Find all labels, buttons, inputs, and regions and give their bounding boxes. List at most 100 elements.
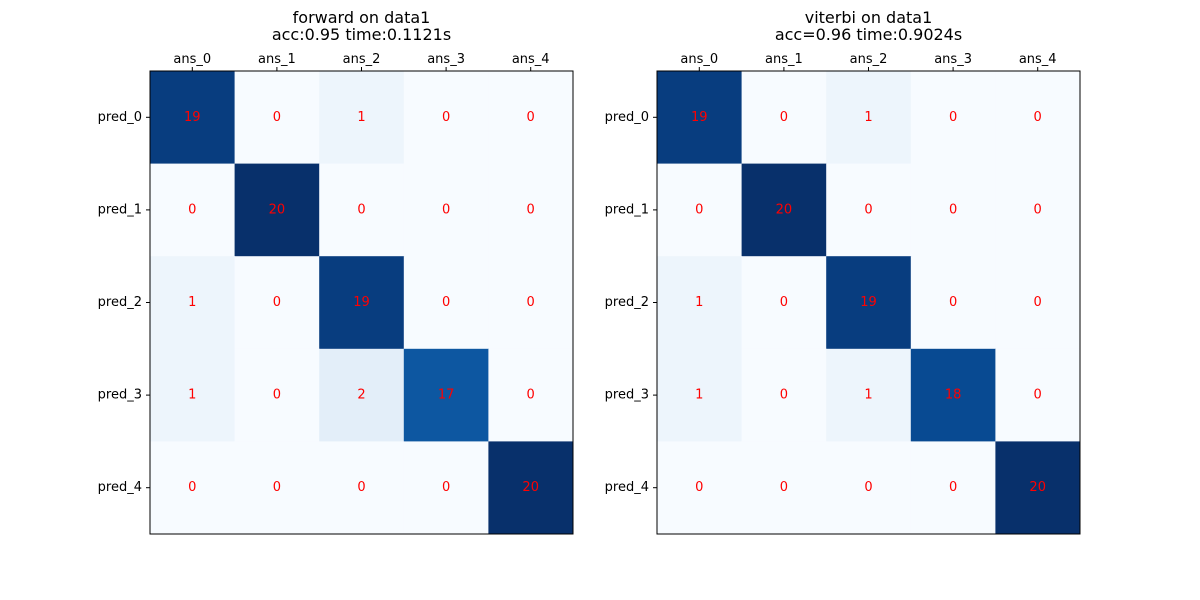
chart-title-line2: acc:0.95 time:0.1121s [272, 25, 451, 44]
cell-value-label: 0 [527, 388, 535, 403]
heatmap-cell [488, 256, 574, 350]
heatmap-cell [910, 348, 996, 442]
cell-value-label: 0 [442, 110, 450, 125]
heatmap-cell [488, 163, 574, 257]
x-axis-ticks: ans_0 ans_1 ans_2 ans_3 ans_4 [680, 52, 1057, 71]
heatmap-cell [488, 71, 574, 165]
heatmap-cell [234, 163, 320, 257]
cell-value-label: 0 [442, 202, 450, 217]
cell-value-label: 0 [695, 202, 703, 217]
cell-value-label: 0 [273, 110, 281, 125]
y-tick-label: pred_4 [605, 480, 649, 495]
cell-value-label: 0 [949, 202, 957, 217]
heatmap-cell [319, 348, 405, 442]
heatmap-cells [657, 71, 1081, 535]
cell-value-label: 0 [1034, 295, 1042, 310]
cell-value-label: 19 [860, 295, 877, 310]
heatmap-cell [826, 71, 912, 165]
heatmap-cell [657, 441, 743, 535]
heatmap-cell [150, 71, 236, 165]
heatmap-cell [403, 256, 489, 350]
heatmap-cell [741, 163, 827, 257]
heatmap-cell [319, 71, 405, 165]
cell-value-label: 19 [691, 110, 708, 125]
confusion-matrix-viterbi: viterbi on data1 acc=0.96 time:0.9024s 1… [605, 8, 1081, 535]
heatmap-cell [657, 163, 743, 257]
confusion-matrix-forward: forward on data1 acc:0.95 time:0.1121s 1… [98, 8, 574, 535]
cell-value-label: 1 [188, 388, 196, 403]
x-tick-label: ans_1 [765, 52, 803, 67]
cell-value-label: 0 [357, 480, 365, 495]
cell-value-label: 0 [273, 388, 281, 403]
cell-value-label: 19 [184, 110, 201, 125]
heatmap-cell [234, 71, 320, 165]
cell-value-label: 0 [780, 295, 788, 310]
heatmap-cell [995, 441, 1081, 535]
heatmap-cell [826, 348, 912, 442]
cell-value-label: 20 [776, 202, 793, 217]
heatmap-cell [910, 256, 996, 350]
y-tick-label: pred_3 [605, 388, 649, 403]
heatmap-cell [741, 441, 827, 535]
y-axis-ticks: pred_0 pred_1 pred_2 pred_3 pred_4 [605, 110, 657, 495]
heatmap-cell [150, 348, 236, 442]
heatmap-cell [741, 348, 827, 442]
heatmap-cell [826, 256, 912, 350]
heatmap-cell [995, 163, 1081, 257]
heatmap-cell [150, 441, 236, 535]
cell-value-labels: 19 0 1 0 0 0 20 0 0 0 1 0 19 0 0 1 0 1 18 0 0 0 0 0 20 [691, 110, 1046, 495]
cell-value-label: 0 [864, 202, 872, 217]
y-tick-label: pred_1 [605, 202, 649, 217]
heatmap-cell [995, 256, 1081, 350]
heatmap-cell [150, 163, 236, 257]
cell-value-label: 1 [695, 388, 703, 403]
cell-value-label: 17 [438, 388, 455, 403]
y-tick-label: pred_2 [605, 295, 649, 310]
cell-value-label: 0 [188, 202, 196, 217]
cell-value-label: 0 [527, 295, 535, 310]
cell-value-label: 0 [864, 480, 872, 495]
cell-value-label: 18 [945, 388, 962, 403]
heatmap-cell [910, 441, 996, 535]
heatmap-cell [319, 163, 405, 257]
cell-value-label: 0 [273, 295, 281, 310]
heatmap-cell [657, 71, 743, 165]
cell-value-label: 0 [1034, 202, 1042, 217]
chart-title-line1: forward on data1 [293, 8, 431, 27]
heatmap-cell [826, 163, 912, 257]
chart-title-line2: acc=0.96 time:0.9024s [775, 25, 962, 44]
x-tick-label: ans_0 [680, 52, 718, 67]
y-tick-label: pred_4 [98, 480, 142, 495]
heatmap-cell [741, 256, 827, 350]
cell-value-label: 0 [949, 295, 957, 310]
heatmap-cell [234, 348, 320, 442]
cell-value-label: 0 [527, 110, 535, 125]
x-tick-label: ans_4 [1019, 52, 1057, 67]
x-tick-label: ans_4 [512, 52, 550, 67]
heatmap-cell [488, 441, 574, 535]
heatmap-cell [319, 256, 405, 350]
cell-value-label: 20 [1029, 480, 1046, 495]
cell-value-label: 0 [949, 480, 957, 495]
cell-value-label: 0 [273, 480, 281, 495]
cell-value-label: 19 [353, 295, 370, 310]
heatmap-cell [403, 163, 489, 257]
cell-value-label: 0 [188, 480, 196, 495]
cell-value-label: 0 [442, 295, 450, 310]
cell-value-label: 0 [780, 110, 788, 125]
cell-value-label: 2 [357, 388, 365, 403]
heatmap-cell [995, 348, 1081, 442]
cell-value-label: 1 [864, 110, 872, 125]
heatmap-cell [995, 71, 1081, 165]
cell-value-label: 1 [864, 388, 872, 403]
heatmap-cell [319, 441, 405, 535]
cell-value-label: 0 [357, 202, 365, 217]
heatmap-cell [910, 71, 996, 165]
heatmap-cell [826, 441, 912, 535]
y-tick-label: pred_2 [98, 295, 142, 310]
heatmap-cells [150, 71, 574, 535]
heatmap-cell [234, 256, 320, 350]
y-tick-label: pred_0 [98, 110, 142, 125]
cell-value-label: 1 [695, 295, 703, 310]
y-tick-label: pred_1 [98, 202, 142, 217]
